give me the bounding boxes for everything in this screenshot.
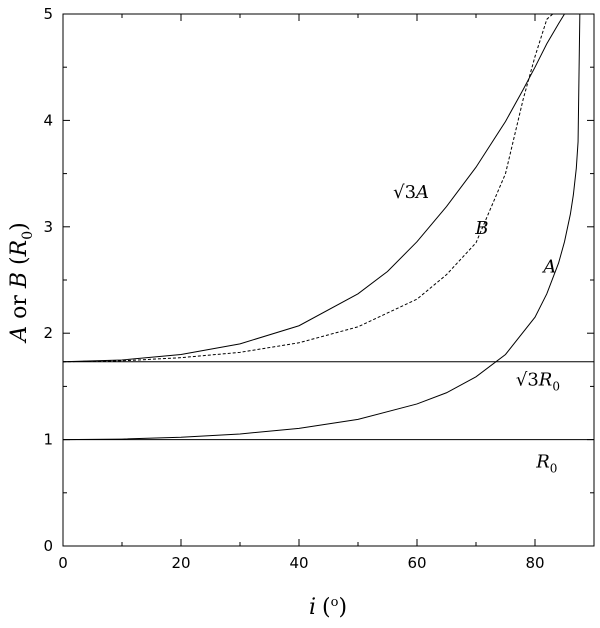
annotation-r0: R0 [535, 451, 557, 475]
y-tick-label: 4 [43, 111, 53, 129]
annotations: √3A B A √3R0 R0 [393, 182, 560, 475]
x-tick-label: 60 [407, 554, 426, 572]
x-tick-label: 0 [58, 554, 68, 572]
y-tick-label: 5 [43, 5, 53, 23]
x-tick-label: 80 [525, 554, 544, 572]
y-tick-label: 2 [43, 324, 53, 342]
tick-labels: 0 20 40 60 80 0 1 2 3 4 5 [43, 5, 544, 572]
y-tick-label: 3 [43, 218, 53, 236]
annotation-sqrt3r0: √3R0 [516, 369, 560, 393]
x-tick-label: 20 [171, 554, 190, 572]
x-tick-label: 40 [289, 554, 308, 572]
series-line [62, 13, 554, 363]
y-axis-title: A or B (R0) [7, 222, 36, 343]
annotation-a: A [541, 257, 556, 278]
annotation-b: B [474, 218, 488, 239]
curves [62, 13, 594, 441]
plot-frame [62, 13, 595, 547]
ticks [62, 13, 595, 547]
y-tick-label: 0 [43, 537, 53, 555]
x-axis-title: i (o) [309, 595, 347, 620]
series-line [62, 13, 577, 363]
y-tick-label: 1 [43, 431, 53, 449]
annotation-sqrt3a: √3A [393, 182, 429, 203]
series-line [62, 13, 581, 441]
